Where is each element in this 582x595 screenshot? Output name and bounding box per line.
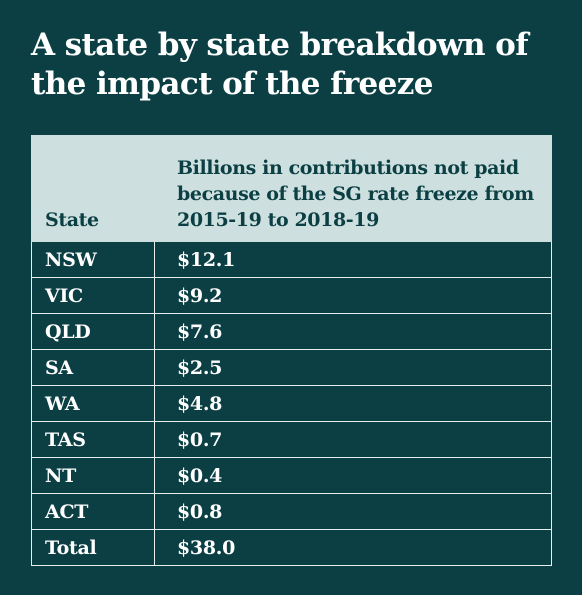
state-cell: QLD [31,313,155,350]
value-cell: $0.7 [154,421,552,458]
value-cell: $4.8 [154,385,552,422]
value-cell: $9.2 [154,277,552,314]
state-cell-total: Total [31,529,155,566]
table-row: TAS $0.7 [31,421,552,458]
table-row: NT $0.4 [31,457,552,494]
table-row: NSW $12.1 [31,241,552,278]
chart-title: A state by state breakdown of the impact… [31,27,529,102]
table-row: VIC $9.2 [31,277,552,314]
state-cell: NSW [31,241,155,278]
data-table-container: State Billions in contributions not paid… [31,135,552,566]
value-cell: $0.4 [154,457,552,494]
state-cell: NT [31,457,155,494]
state-cell: VIC [31,277,155,314]
value-cell: $2.5 [154,349,552,386]
column-header-state: State [31,135,155,242]
value-cell: $12.1 [154,241,552,278]
table-row: SA $2.5 [31,349,552,386]
state-cell: SA [31,349,155,386]
table-header-row: State Billions in contributions not paid… [31,135,552,242]
state-cell: TAS [31,421,155,458]
column-header-contributions: Billions in contributions not paid becau… [154,135,552,242]
data-table: State Billions in contributions not paid… [31,135,552,566]
state-cell: ACT [31,493,155,530]
table-row-total: Total $38.0 [31,529,552,566]
value-cell-total: $38.0 [154,529,552,566]
table-row: QLD $7.6 [31,313,552,350]
state-cell: WA [31,385,155,422]
value-cell: $0.8 [154,493,552,530]
value-cell: $7.6 [154,313,552,350]
table-row: WA $4.8 [31,385,552,422]
table-body: NSW $12.1 VIC $9.2 QLD $7.6 SA $2.5 WA $… [31,241,552,566]
table-row: ACT $0.8 [31,493,552,530]
